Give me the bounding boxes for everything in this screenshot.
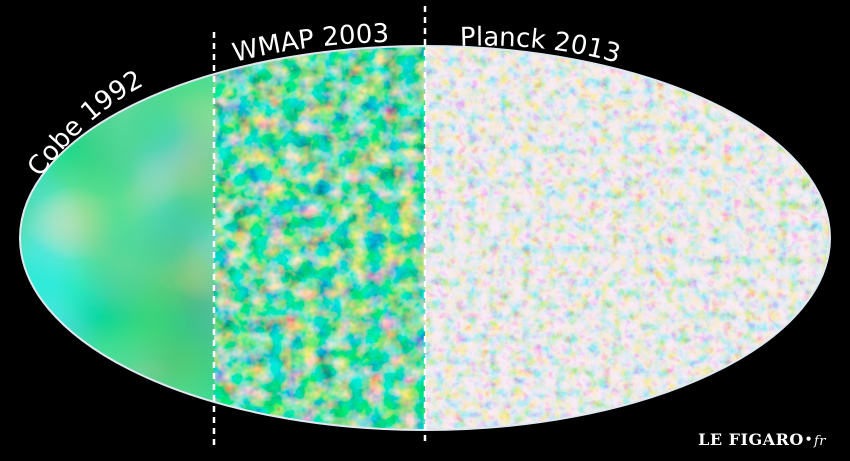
le-figaro-logo: LE FIGARO•fr xyxy=(698,430,826,449)
wmap-map xyxy=(214,46,425,430)
logo-suffix: fr xyxy=(813,434,826,449)
logo-dot: • xyxy=(804,432,813,446)
sky-outline xyxy=(19,45,831,431)
logo-name: LE FIGARO xyxy=(698,430,804,449)
